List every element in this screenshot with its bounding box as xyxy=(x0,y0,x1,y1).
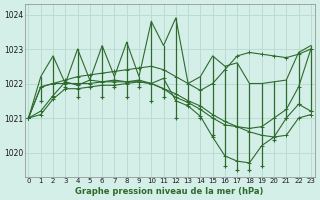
X-axis label: Graphe pression niveau de la mer (hPa): Graphe pression niveau de la mer (hPa) xyxy=(76,187,264,196)
